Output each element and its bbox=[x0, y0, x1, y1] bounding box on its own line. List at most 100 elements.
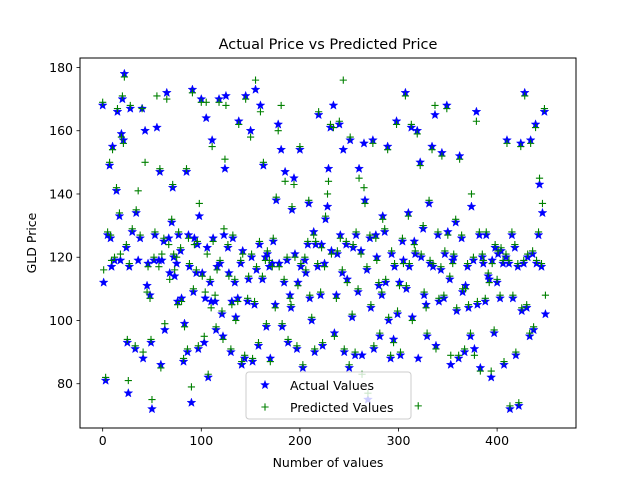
predicted-value-point bbox=[317, 244, 326, 252]
predicted-value-point bbox=[213, 266, 221, 274]
predicted-value-point bbox=[151, 228, 159, 236]
predicted-value-point bbox=[526, 329, 534, 337]
actual-value-point bbox=[194, 210, 205, 221]
predicted-value-point bbox=[398, 234, 407, 242]
predicted-value-point bbox=[219, 335, 227, 344]
legend-marker-actual-values bbox=[260, 379, 270, 390]
predicted-value-point bbox=[258, 272, 267, 280]
predicted-value-point bbox=[281, 177, 289, 185]
legend-label-predicted-values: Predicted Values bbox=[290, 400, 394, 415]
predicted-value-point bbox=[500, 357, 508, 366]
predicted-value-point bbox=[413, 130, 421, 138]
actual-value-point bbox=[164, 267, 175, 278]
predicted-value-point bbox=[404, 212, 412, 220]
predicted-value-point bbox=[252, 263, 261, 271]
predicted-value-point bbox=[488, 259, 496, 268]
predicted-value-point bbox=[237, 256, 245, 264]
predicted-value-point bbox=[401, 92, 410, 100]
actual-value-point bbox=[221, 90, 231, 101]
predicted-value-point bbox=[520, 256, 528, 264]
predicted-value-point bbox=[231, 275, 239, 283]
predicted-value-point bbox=[263, 247, 271, 255]
predicted-value-point bbox=[467, 190, 476, 198]
predicted-value-point bbox=[407, 120, 415, 129]
predicted-value-point bbox=[340, 345, 348, 353]
predicted-value-point bbox=[414, 402, 422, 410]
predicted-value-point bbox=[419, 222, 427, 230]
predicted-value-point bbox=[139, 348, 147, 356]
predicted-value-point bbox=[369, 139, 377, 147]
x-tick-label: 0 bbox=[99, 433, 107, 448]
actual-value-point bbox=[540, 308, 551, 319]
plot-frame bbox=[79, 57, 577, 429]
predicted-value-point bbox=[209, 237, 217, 246]
predicted-value-point bbox=[381, 225, 389, 233]
predicted-value-point bbox=[435, 294, 443, 302]
x-tick-label: 200 bbox=[288, 433, 312, 448]
predicted-value-point bbox=[161, 320, 169, 328]
predicted-value-point bbox=[198, 272, 206, 280]
predicted-value-point bbox=[286, 294, 294, 302]
actual-value-point bbox=[186, 397, 197, 407]
series-layer bbox=[97, 68, 551, 414]
predicted-value-point bbox=[515, 399, 523, 407]
series-predicted-values bbox=[99, 73, 550, 410]
predicted-value-point bbox=[136, 231, 144, 239]
predicted-value-point bbox=[382, 275, 390, 283]
predicted-value-point bbox=[390, 259, 399, 268]
predicted-value-point bbox=[284, 335, 292, 344]
y-tick-label: 80 bbox=[57, 376, 73, 391]
predicted-value-point bbox=[170, 250, 178, 258]
actual-value-point bbox=[159, 324, 170, 335]
predicted-value-point bbox=[466, 329, 475, 337]
predicted-value-point bbox=[271, 304, 279, 312]
predicted-value-point bbox=[330, 332, 339, 340]
predicted-value-point bbox=[494, 247, 502, 255]
predicted-value-point bbox=[195, 199, 203, 208]
predicted-value-point bbox=[537, 259, 546, 268]
predicted-value-point bbox=[201, 288, 209, 296]
predicted-value-point bbox=[134, 187, 142, 195]
x-tick-label: 400 bbox=[485, 433, 509, 448]
predicted-value-point bbox=[487, 367, 495, 375]
actual-value-point bbox=[142, 280, 152, 290]
predicted-value-point bbox=[348, 310, 356, 318]
predicted-value-point bbox=[216, 256, 224, 264]
predicted-value-point bbox=[158, 250, 166, 258]
predicted-value-point bbox=[392, 120, 401, 129]
predicted-value-point bbox=[291, 253, 299, 261]
predicted-value-point bbox=[425, 196, 433, 204]
predicted-value-point bbox=[534, 228, 543, 236]
predicted-value-point bbox=[118, 92, 127, 100]
predicted-value-point bbox=[163, 95, 171, 103]
predicted-value-point bbox=[247, 250, 256, 258]
predicted-value-point bbox=[299, 361, 307, 369]
predicted-value-point bbox=[204, 370, 212, 378]
predicted-value-point bbox=[119, 139, 127, 147]
predicted-value-point bbox=[393, 307, 402, 315]
predicted-value-point bbox=[173, 253, 181, 261]
actual-value-point bbox=[445, 359, 456, 369]
predicted-value-point bbox=[160, 234, 168, 242]
predicted-value-point bbox=[320, 263, 329, 271]
predicted-value-point bbox=[166, 275, 174, 283]
predicted-value-point bbox=[329, 123, 338, 132]
predicted-value-point bbox=[206, 275, 214, 283]
predicted-value-point bbox=[224, 240, 232, 249]
predicted-value-point bbox=[447, 351, 455, 359]
predicted-value-point bbox=[304, 237, 312, 246]
y-tick-label: 180 bbox=[49, 60, 73, 75]
actual-value-point bbox=[357, 350, 367, 360]
predicted-value-point bbox=[184, 234, 193, 242]
predicted-value-point bbox=[336, 234, 344, 242]
predicted-value-point bbox=[256, 108, 265, 116]
y-tick-label: 120 bbox=[49, 250, 73, 265]
predicted-value-point bbox=[110, 253, 119, 261]
predicted-value-point bbox=[496, 291, 504, 299]
actual-value-point bbox=[163, 233, 174, 243]
predicted-value-point bbox=[444, 231, 452, 239]
predicted-value-point bbox=[323, 190, 332, 198]
predicted-value-point bbox=[211, 291, 219, 299]
actual-value-point bbox=[359, 138, 369, 148]
predicted-value-point bbox=[422, 304, 430, 312]
